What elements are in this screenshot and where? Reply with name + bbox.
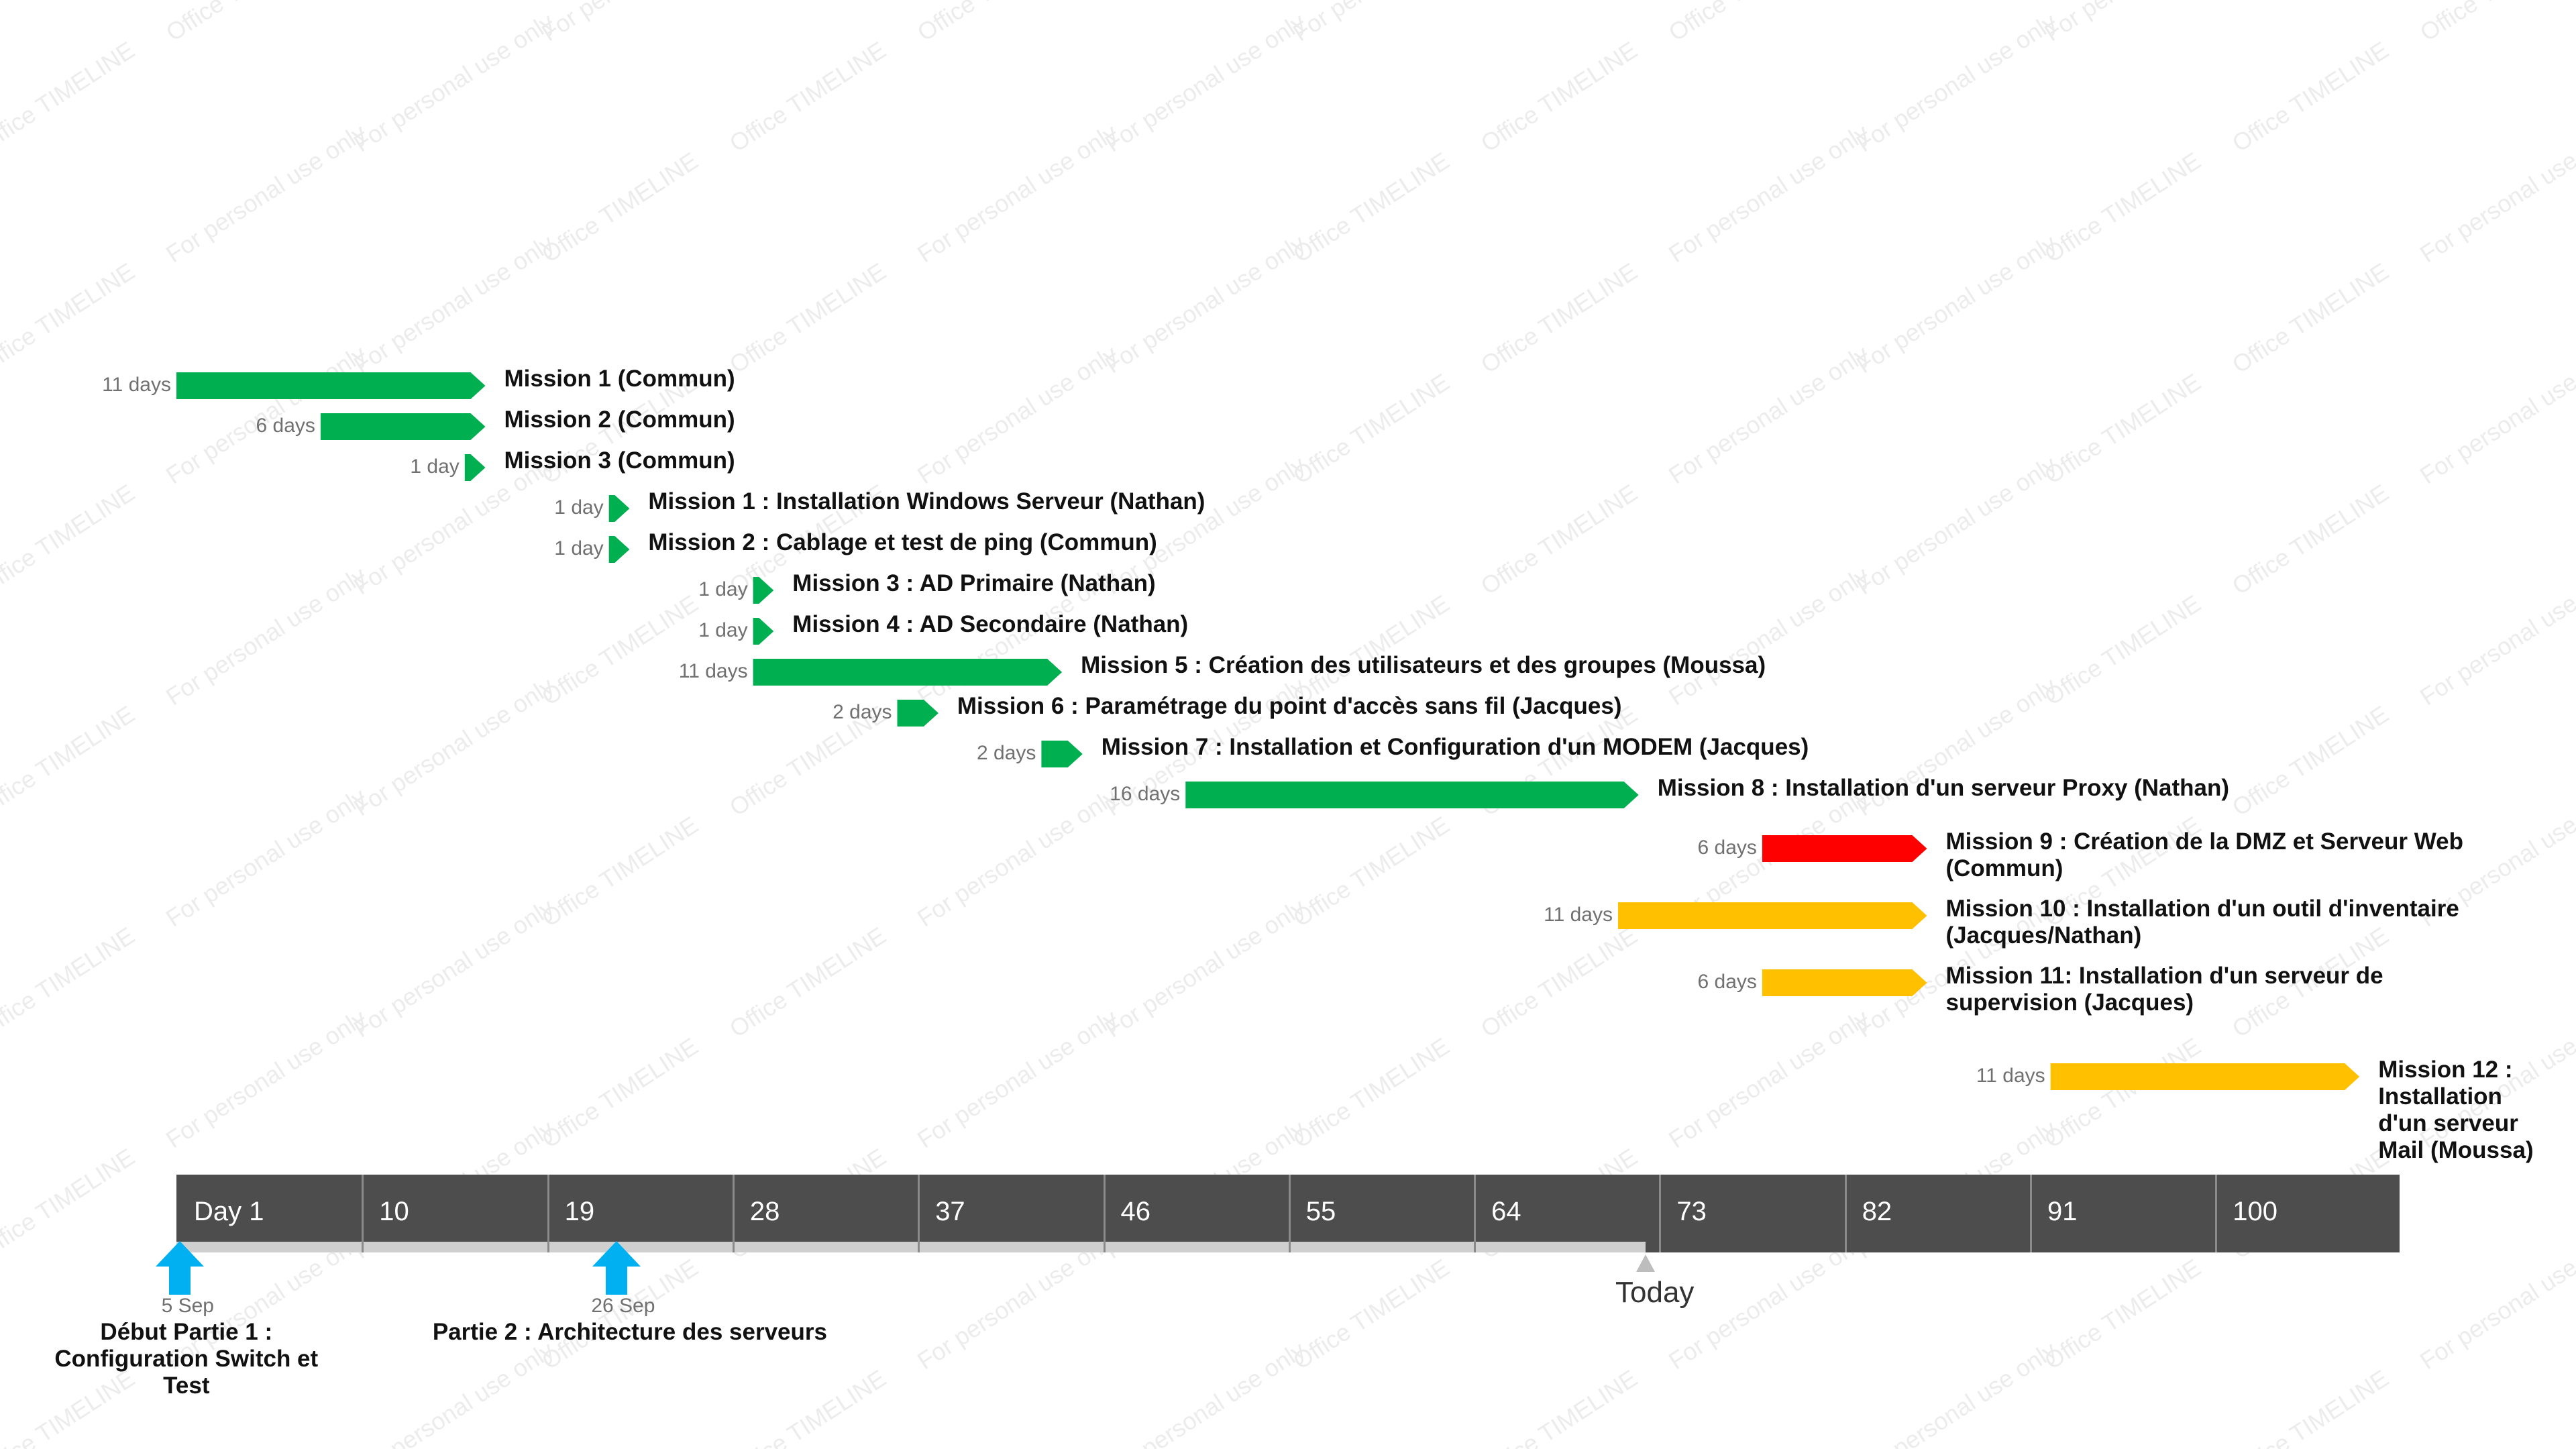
axis-tick-label: 64 bbox=[1491, 1197, 1521, 1226]
task-label: Mission 3 : AD Primaire (Nathan) bbox=[792, 570, 1156, 596]
axis-tick bbox=[1844, 1175, 1847, 1252]
task-label: Mission 12 : Installation d'un serveur M… bbox=[2378, 1057, 2534, 1163]
task-bar bbox=[176, 372, 486, 399]
axis-tick bbox=[732, 1175, 735, 1252]
task-bar bbox=[1185, 782, 1639, 808]
axis-tick bbox=[362, 1175, 364, 1252]
task-bar bbox=[753, 618, 774, 645]
task-duration-label: 6 days bbox=[1697, 837, 1757, 859]
task-label: Mission 11: Installation d'un serveur de… bbox=[1945, 963, 2383, 1016]
task-bar bbox=[753, 659, 1063, 686]
axis-tick bbox=[1103, 1175, 1106, 1252]
task-bar bbox=[2050, 1063, 2360, 1090]
axis-tick bbox=[1288, 1175, 1291, 1252]
task-duration-label: 1 day bbox=[698, 619, 748, 641]
task-bar bbox=[1041, 741, 1083, 767]
axis-tick bbox=[1474, 1175, 1477, 1252]
axis-tick-label: Day 1 bbox=[194, 1197, 264, 1226]
task-label: Mission 10 : Installation d'un outil d'i… bbox=[1945, 896, 2459, 949]
axis-tick bbox=[918, 1175, 920, 1252]
task-bar bbox=[320, 413, 486, 440]
axis-tick bbox=[2030, 1175, 2032, 1252]
task-label: Mission 1 : Installation Windows Serveur… bbox=[648, 488, 1205, 515]
task-duration-label: 6 days bbox=[1697, 971, 1757, 993]
task-duration-label: 1 day bbox=[410, 455, 460, 478]
task-label: Mission 4 : AD Secondaire (Nathan) bbox=[792, 611, 1189, 637]
task-bar bbox=[753, 577, 774, 604]
task-bar bbox=[608, 536, 630, 563]
task-label: Mission 8 : Installation d'un serveur Pr… bbox=[1657, 775, 2230, 801]
milestone-label: Partie 2 : Architecture des serveurs bbox=[432, 1319, 827, 1345]
axis-tick bbox=[1659, 1175, 1662, 1252]
axis-tick-label: 46 bbox=[1120, 1197, 1151, 1226]
today-label: Today bbox=[1615, 1276, 1695, 1309]
task-duration-label: 11 days bbox=[1544, 904, 1613, 926]
task-bar bbox=[897, 700, 938, 727]
task-duration-label: 2 days bbox=[833, 701, 892, 723]
axis-tick-label: 37 bbox=[935, 1197, 965, 1226]
axis-tick-label: 91 bbox=[2047, 1197, 2078, 1226]
task-duration-label: 11 days bbox=[1976, 1065, 2045, 1087]
axis-tick-label: 100 bbox=[2233, 1197, 2278, 1226]
milestone-date: 5 Sep bbox=[161, 1295, 214, 1317]
task-label: Mission 1 (Commun) bbox=[504, 366, 735, 392]
task-label: Mission 5 : Création des utilisateurs et… bbox=[1081, 652, 1766, 678]
task-label: Mission 2 (Commun) bbox=[504, 407, 735, 433]
milestone-date: 26 Sep bbox=[591, 1295, 655, 1317]
axis-tick-label: 55 bbox=[1305, 1197, 1336, 1226]
axis-tick-label: 73 bbox=[1676, 1197, 1707, 1226]
task-duration-label: 6 days bbox=[256, 415, 315, 437]
task-duration-label: 1 day bbox=[554, 496, 604, 519]
task-bar bbox=[1762, 835, 1927, 862]
axis-tick-label: 28 bbox=[749, 1197, 780, 1226]
today-marker-icon bbox=[1636, 1254, 1655, 1272]
task-bar bbox=[1762, 969, 1927, 996]
milestone-arrow-icon bbox=[592, 1241, 641, 1295]
axis-tick-label: 10 bbox=[379, 1197, 409, 1226]
task-label: Mission 6 : Paramétrage du point d'accès… bbox=[957, 693, 1622, 719]
task-duration-label: 11 days bbox=[102, 374, 171, 396]
task-duration-label: 2 days bbox=[977, 742, 1036, 764]
milestone-label: Début Partie 1 : Configuration Switch et… bbox=[54, 1319, 319, 1399]
axis-tick-label: 19 bbox=[564, 1197, 595, 1226]
task-label: Mission 3 (Commun) bbox=[504, 447, 735, 474]
task-duration-label: 11 days bbox=[678, 660, 748, 682]
task-label: Mission 2 : Cablage et test de ping (Com… bbox=[648, 529, 1157, 555]
milestone-arrow-icon bbox=[155, 1241, 204, 1295]
task-label: Mission 7 : Installation et Configuratio… bbox=[1101, 734, 1809, 760]
task-duration-label: 16 days bbox=[1110, 783, 1181, 805]
timeline-axis-bar bbox=[176, 1175, 2400, 1252]
axis-tick-label: 82 bbox=[1862, 1197, 1892, 1226]
task-duration-label: 1 day bbox=[698, 578, 748, 600]
elapsed-progress-bar bbox=[176, 1242, 1646, 1252]
task-bar bbox=[1618, 902, 1927, 929]
task-label: Mission 9 : Création de la DMZ et Serveu… bbox=[1945, 828, 2463, 881]
task-bar bbox=[608, 495, 630, 522]
task-bar bbox=[464, 454, 486, 481]
axis-tick bbox=[547, 1175, 549, 1252]
axis-tick bbox=[2215, 1175, 2218, 1252]
task-duration-label: 1 day bbox=[554, 537, 604, 559]
